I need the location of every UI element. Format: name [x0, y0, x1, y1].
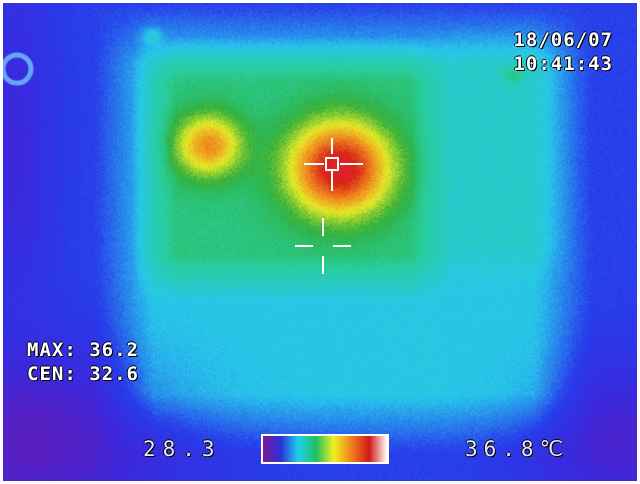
temperature-colorbar [261, 434, 389, 464]
thermal-image-frame: 18/06/07 10:41:43 MAX: 36.2 CEN: 32.6 28… [3, 3, 637, 481]
cen-label: CEN: [27, 363, 77, 385]
time-readout: 10:41:43 [513, 53, 613, 75]
center-temperature-row: CEN: 32.6 [27, 363, 139, 385]
scale-max-number: 36.8 [465, 437, 540, 461]
scale-min-value: 28.3 [143, 437, 222, 461]
max-label: MAX: [27, 339, 77, 361]
scale-unit: ℃ [539, 437, 570, 461]
cen-value: 32.6 [89, 363, 139, 385]
max-temperature-row: MAX: 36.2 [27, 339, 139, 361]
thermal-image [3, 3, 637, 481]
scale-max-value: 36.8℃ [465, 437, 569, 461]
max-value: 36.2 [89, 339, 139, 361]
date-readout: 18/06/07 [513, 29, 613, 51]
